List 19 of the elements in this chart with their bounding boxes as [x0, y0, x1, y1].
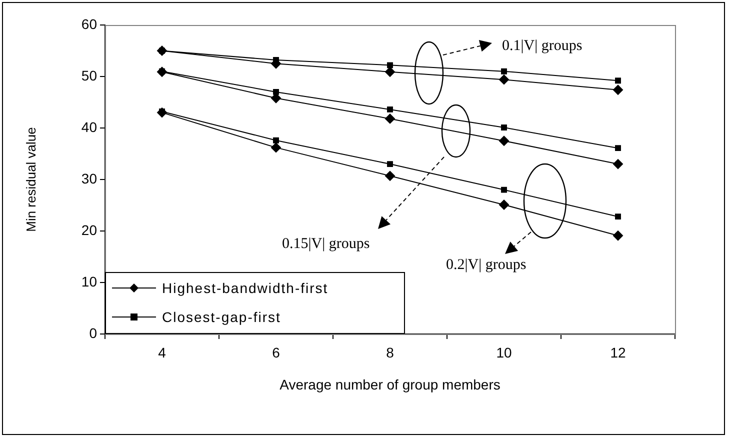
y-tick-label: 10	[81, 273, 98, 290]
y-tick-label: 60	[81, 16, 98, 32]
y-tick-label: 0	[89, 324, 98, 341]
y-axis-title: Min residual value	[23, 127, 38, 232]
x-tick-label: 8	[386, 344, 394, 360]
x-tick-label: 10	[496, 344, 512, 360]
annotation: 0.15|V| groups	[282, 236, 370, 253]
y-tick-label: 30	[81, 170, 98, 186]
annotation: 0.2|V| groups	[446, 257, 526, 274]
legend-label: Highest-bandwidth-first	[162, 280, 328, 296]
legend-label: Closest-gap-first	[162, 308, 281, 324]
x-tick-label: 12	[610, 344, 626, 360]
x-axis-title: Average number of group members	[280, 376, 500, 392]
y-tick-label: 50	[81, 67, 98, 84]
x-tick-label: 6	[272, 344, 280, 360]
y-tick-label: 40	[81, 118, 98, 135]
x-tick-label: 4	[158, 344, 166, 360]
annotation: 0.1|V| groups	[502, 38, 582, 55]
y-tick-label: 20	[81, 222, 98, 238]
